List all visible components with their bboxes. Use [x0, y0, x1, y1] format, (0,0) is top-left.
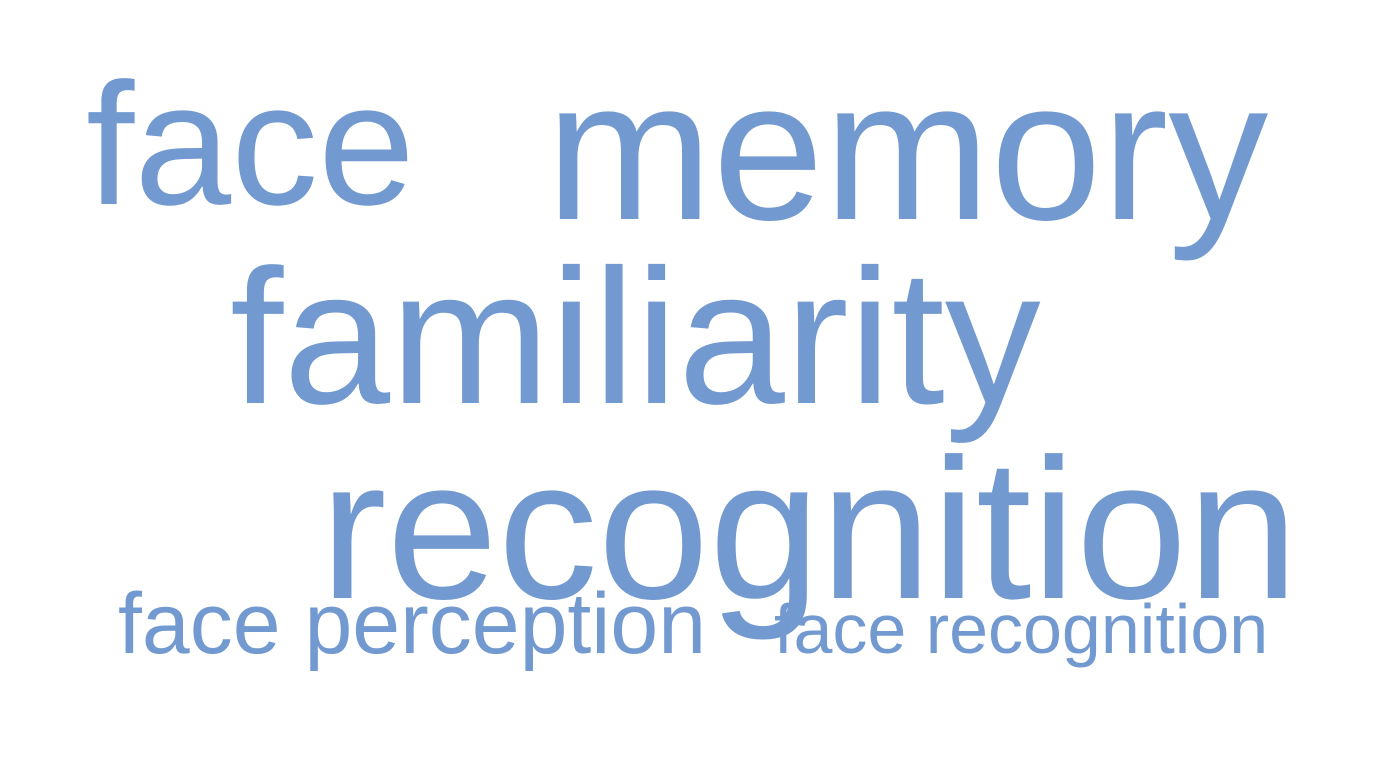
word-face: face: [86, 46, 415, 241]
word-face-recognition: face recognition: [774, 590, 1269, 668]
word-familiarity: familiarity: [230, 229, 1041, 444]
word-memory: memory: [546, 39, 1269, 262]
word-recognition: recognition: [320, 418, 1299, 641]
word-face-perception: face perception: [118, 576, 707, 672]
